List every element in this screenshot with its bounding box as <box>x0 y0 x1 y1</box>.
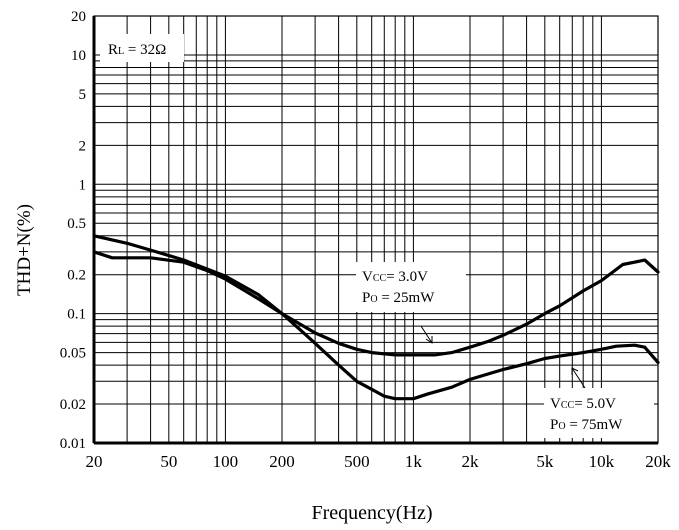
series-5v-label-po: PO = 75mW <box>550 417 623 433</box>
y-tick-label: 20 <box>71 9 86 25</box>
series-5v-vcc-symbol: V <box>550 396 561 412</box>
load-label: RL = 32Ω <box>108 42 166 58</box>
series-5v-vcc-value: = 5.0V <box>574 396 616 412</box>
grid <box>94 16 658 443</box>
series-5v-pointer-arrow-head <box>571 367 579 375</box>
series-3v-label-po: PO = 25mW <box>362 290 435 306</box>
series-3v-po-subscript: O <box>370 294 377 305</box>
y-tick-label: 0.02 <box>60 397 86 413</box>
load-label-value: = 32Ω <box>124 42 166 58</box>
x-tick-label: 5k <box>536 452 554 471</box>
y-axis-label: THD+N(%) <box>14 204 35 296</box>
plot-border <box>93 15 659 444</box>
series-3v-vcc-subscript: CC <box>373 273 387 284</box>
series-5v-vcc-subscript: CC <box>561 400 575 411</box>
series-5v-po-value: = 75mW <box>566 417 624 433</box>
y-tick-label: 5 <box>79 87 87 103</box>
series-5v-label-background <box>544 388 654 438</box>
x-tick-label: 2k <box>462 452 480 471</box>
series-3v-vcc-symbol: V <box>362 269 373 285</box>
series-5v-annotation: VCC= 5.0V PO = 75mW <box>544 367 654 438</box>
y-tick-label: 1 <box>79 177 87 193</box>
series-5v-po-subscript: O <box>558 421 565 432</box>
series-3v-po-value: = 25mW <box>378 290 436 306</box>
series-3v-label-background <box>356 262 466 312</box>
y-tick-label: 2 <box>79 138 87 154</box>
tick-labels: 0.01 0.02 0.05 0.1 0.2 0.5 1 2 5 10 20 20 50 100 200 50… <box>60 9 672 471</box>
y-tick-label: 0.2 <box>67 268 86 284</box>
x-axis-label: Frequency(Hz) <box>311 502 432 524</box>
plot-frame <box>92 15 659 445</box>
series-3v-vcc-value: = 3.0V <box>386 269 428 285</box>
y-tick-label: 0.1 <box>67 307 86 323</box>
x-tick-label: 500 <box>344 452 370 471</box>
y-tick-label: 0.5 <box>67 216 86 232</box>
curves <box>92 234 660 401</box>
x-tick-label: 100 <box>213 452 239 471</box>
series-3v-label-vcc: VCC= 3.0V <box>362 269 428 285</box>
series-5v-pointer-arrow-shaft <box>571 367 586 389</box>
x-tick-label: 200 <box>269 452 295 471</box>
series-3v-pointer-arrow-head <box>425 336 433 344</box>
series-5v-label-vcc: VCC= 5.0V <box>550 396 616 412</box>
x-tick-label: 20k <box>645 452 671 471</box>
x-tick-label: 10k <box>589 452 615 471</box>
series-5v-curve <box>92 234 660 401</box>
load-label-symbol: R <box>108 42 118 58</box>
series-3v-po-symbol: P <box>362 290 370 306</box>
x-tick-label: 1k <box>405 452 423 471</box>
series-3v-annotation: VCC= 3.0V PO = 25mW <box>356 262 466 344</box>
y-tick-label: 10 <box>71 48 86 64</box>
y-tick-label: 0.01 <box>60 436 86 452</box>
load-label-background <box>100 34 184 62</box>
y-tick-label: 0.05 <box>60 346 86 362</box>
series-3v-curve <box>92 250 660 357</box>
series-3v-pointer-arrow-shaft <box>420 325 433 344</box>
load-label-subscript: L <box>118 46 124 57</box>
load-annotation: RL = 32Ω <box>100 34 184 62</box>
x-tick-label: 50 <box>160 452 177 471</box>
series-5v-po-symbol: P <box>550 417 558 433</box>
x-tick-label: 20 <box>86 452 103 471</box>
